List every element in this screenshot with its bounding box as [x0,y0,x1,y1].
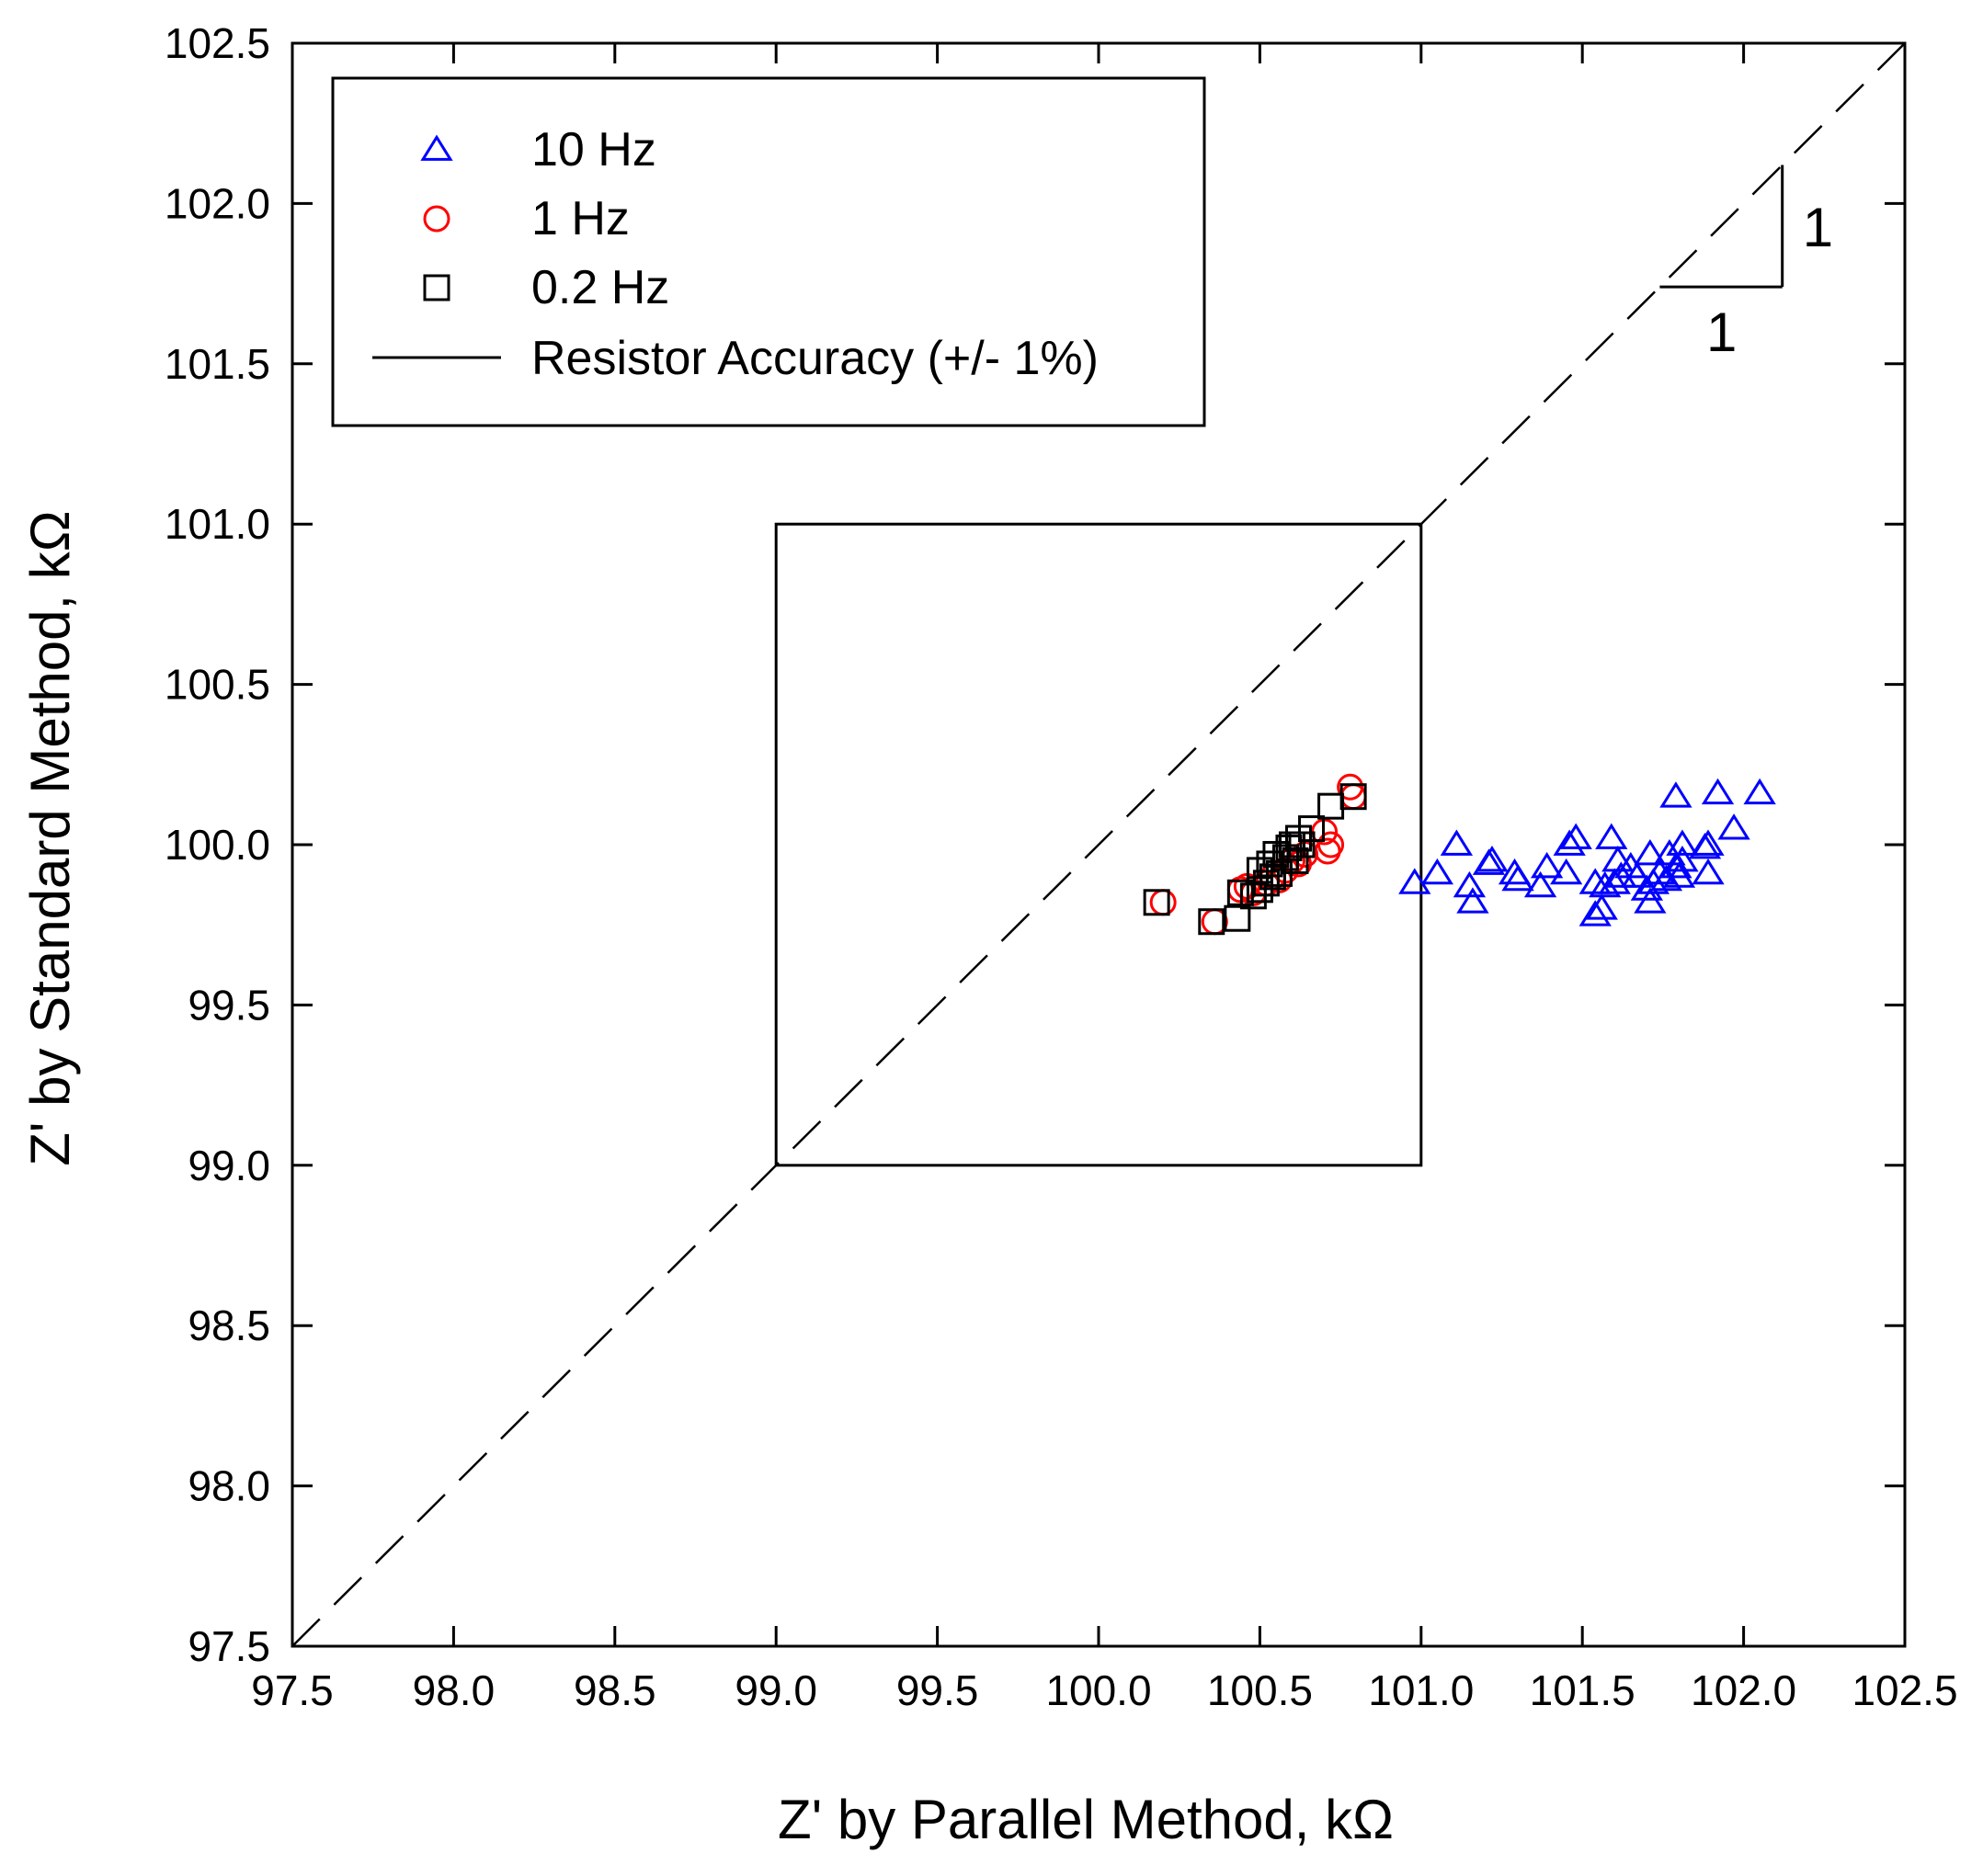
data-point [1743,778,1776,805]
data-point [1717,813,1750,840]
data-point [1598,868,1631,894]
data-point [1559,823,1592,849]
data-point [1634,838,1667,866]
x-tick-label: 100.5 [1207,1666,1313,1714]
y-tick-label: 102.0 [165,179,270,227]
data-point [1621,861,1654,888]
y-tick-label: 98.0 [188,1462,270,1510]
y-tick-label: 99.0 [188,1142,270,1189]
y-tick-label: 101.0 [165,500,270,548]
data-point [1659,851,1692,879]
data-point [1143,889,1170,916]
data-point [1420,858,1453,885]
data-point [1398,868,1431,894]
data-point [1317,831,1345,858]
resistor-accuracy-box [774,522,1423,1167]
y-tick-label: 97.5 [188,1622,270,1670]
legend-marker-triangle [420,134,453,161]
data-point [1692,829,1725,856]
data-point [1634,887,1667,914]
data-point [1456,887,1489,914]
data-point [1666,845,1699,872]
y-axis-title: Z' by Standard Method, kΩ [19,510,81,1165]
data-point [1339,783,1367,811]
tick-labels: 97.5 98.0 98.5 99.0 99.5 100.0 100.5 101.0 101.5… [165,19,1958,1714]
data-point [1649,864,1683,892]
axis-ticks [291,41,1907,1648]
data-points [1143,773,1776,936]
x-tick-label: 100.0 [1045,1666,1151,1714]
legend-label-0-2hz: 0.2 Hz [531,261,669,314]
y-tick-label: 100.5 [165,661,270,709]
x-tick-label: 99.0 [735,1666,817,1714]
x-tick-label: 102.5 [1852,1666,1957,1714]
slope-run-label: 1 [1706,301,1737,363]
data-point [1585,893,1618,920]
y-tick-label: 98.5 [188,1302,270,1349]
x-tick-label: 101.5 [1530,1666,1635,1714]
legend-label-resistor-accuracy: Resistor Accuracy (+/- 1%) [531,332,1099,385]
data-point [1578,900,1612,927]
data-point [1440,829,1474,856]
identity-line [291,42,1906,1647]
x-tick-label: 99.5 [896,1666,979,1714]
reference-lines [291,42,1906,1647]
data-point [1589,870,1622,898]
data-point [1701,778,1735,805]
legend-marker-square [423,274,450,301]
data-point [1530,851,1564,879]
series-square [1143,783,1367,936]
data-point [1224,904,1251,932]
data-point [1578,868,1612,894]
data-point [1662,861,1696,888]
x-axis-title: Z' by Parallel Method, kΩ [778,1789,1394,1850]
x-tick-label: 98.0 [413,1666,496,1714]
data-point [1298,815,1326,843]
data-point [1553,829,1586,856]
data-point [1550,858,1583,885]
legend-label-1hz: 1 Hz [531,192,630,245]
y-tick-label: 102.5 [165,19,270,67]
data-point [1149,889,1177,916]
slope-triangle: 1 1 [1659,165,1833,363]
series-triangle [1398,778,1776,927]
legend: 10 Hz 1 Hz 0.2 Hz Resistor Accuracy (+/-… [331,76,1206,427]
data-point [1282,847,1309,874]
x-tick-label: 101.0 [1368,1666,1474,1714]
data-point [1476,845,1509,872]
data-point [1317,792,1345,820]
x-tick-label: 97.5 [251,1666,334,1714]
x-tick-label: 98.5 [574,1666,656,1714]
data-point [1288,831,1316,858]
data-point [1523,870,1557,898]
y-tick-label: 99.5 [188,981,270,1029]
legend-box [331,76,1206,427]
data-point [1659,781,1692,808]
data-point [1198,908,1225,936]
x-tick-label: 102.0 [1691,1666,1796,1714]
data-point [1666,829,1699,856]
y-tick-label: 100.0 [165,821,270,869]
y-tick-label: 101.5 [165,340,270,388]
legend-markers [420,134,453,301]
data-point [1595,823,1628,849]
legend-marker-circle [423,205,450,233]
data-point [1692,858,1725,885]
data-point [1501,864,1534,892]
slope-rise-label: 1 [1803,197,1833,258]
legend-label-10hz: 10 Hz [531,123,656,176]
data-point [1604,861,1637,888]
